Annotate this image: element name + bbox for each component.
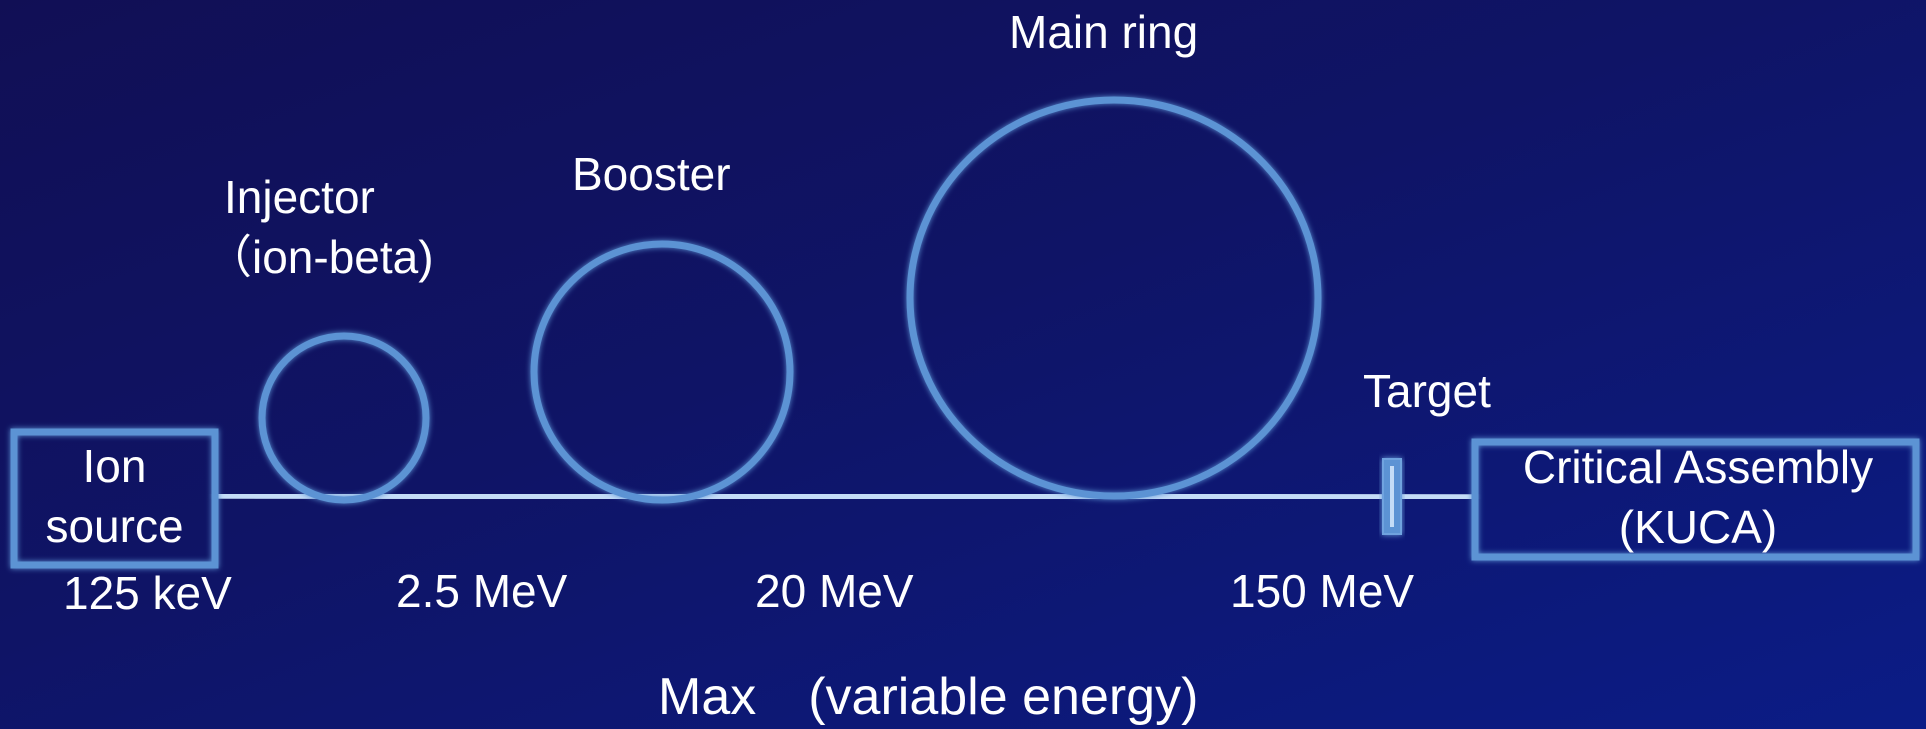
- injector-label-line2: （ion-beta): [206, 231, 434, 283]
- injector-label: Injector （ion-beta): [206, 167, 434, 287]
- ion-source-label: Ion source: [14, 436, 215, 556]
- injector-label-line1: Injector: [224, 171, 375, 223]
- max-energy-note: Max (variable energy): [658, 668, 1199, 726]
- critical-assembly-label-line2: (KUCA): [1618, 501, 1778, 553]
- critical-assembly-box: [1471, 438, 1920, 561]
- ion-source-label-line2: source: [45, 500, 184, 552]
- main-ring: [906, 96, 1322, 500]
- booster-ring: [530, 240, 794, 504]
- energy-label-main-ring: 150 MeV: [1230, 565, 1415, 617]
- critical-assembly-label: Critical Assembly (KUCA): [1478, 437, 1918, 557]
- ion-source-label-line1: Ion: [82, 440, 147, 492]
- booster-label: Booster: [572, 148, 731, 200]
- energy-label-ion-source: 125 keV: [63, 567, 232, 619]
- critical-assembly-label-line1: Critical Assembly: [1522, 441, 1874, 493]
- energy-label-injector: 2.5 MeV: [396, 565, 568, 617]
- injector-ring: [258, 332, 430, 504]
- main-ring-label: Main ring: [1009, 6, 1199, 58]
- ion-source-box: [10, 428, 219, 569]
- beamline: [214, 491, 1476, 502]
- target-label: Target: [1363, 365, 1491, 417]
- energy-label-booster: 20 MeV: [755, 565, 914, 617]
